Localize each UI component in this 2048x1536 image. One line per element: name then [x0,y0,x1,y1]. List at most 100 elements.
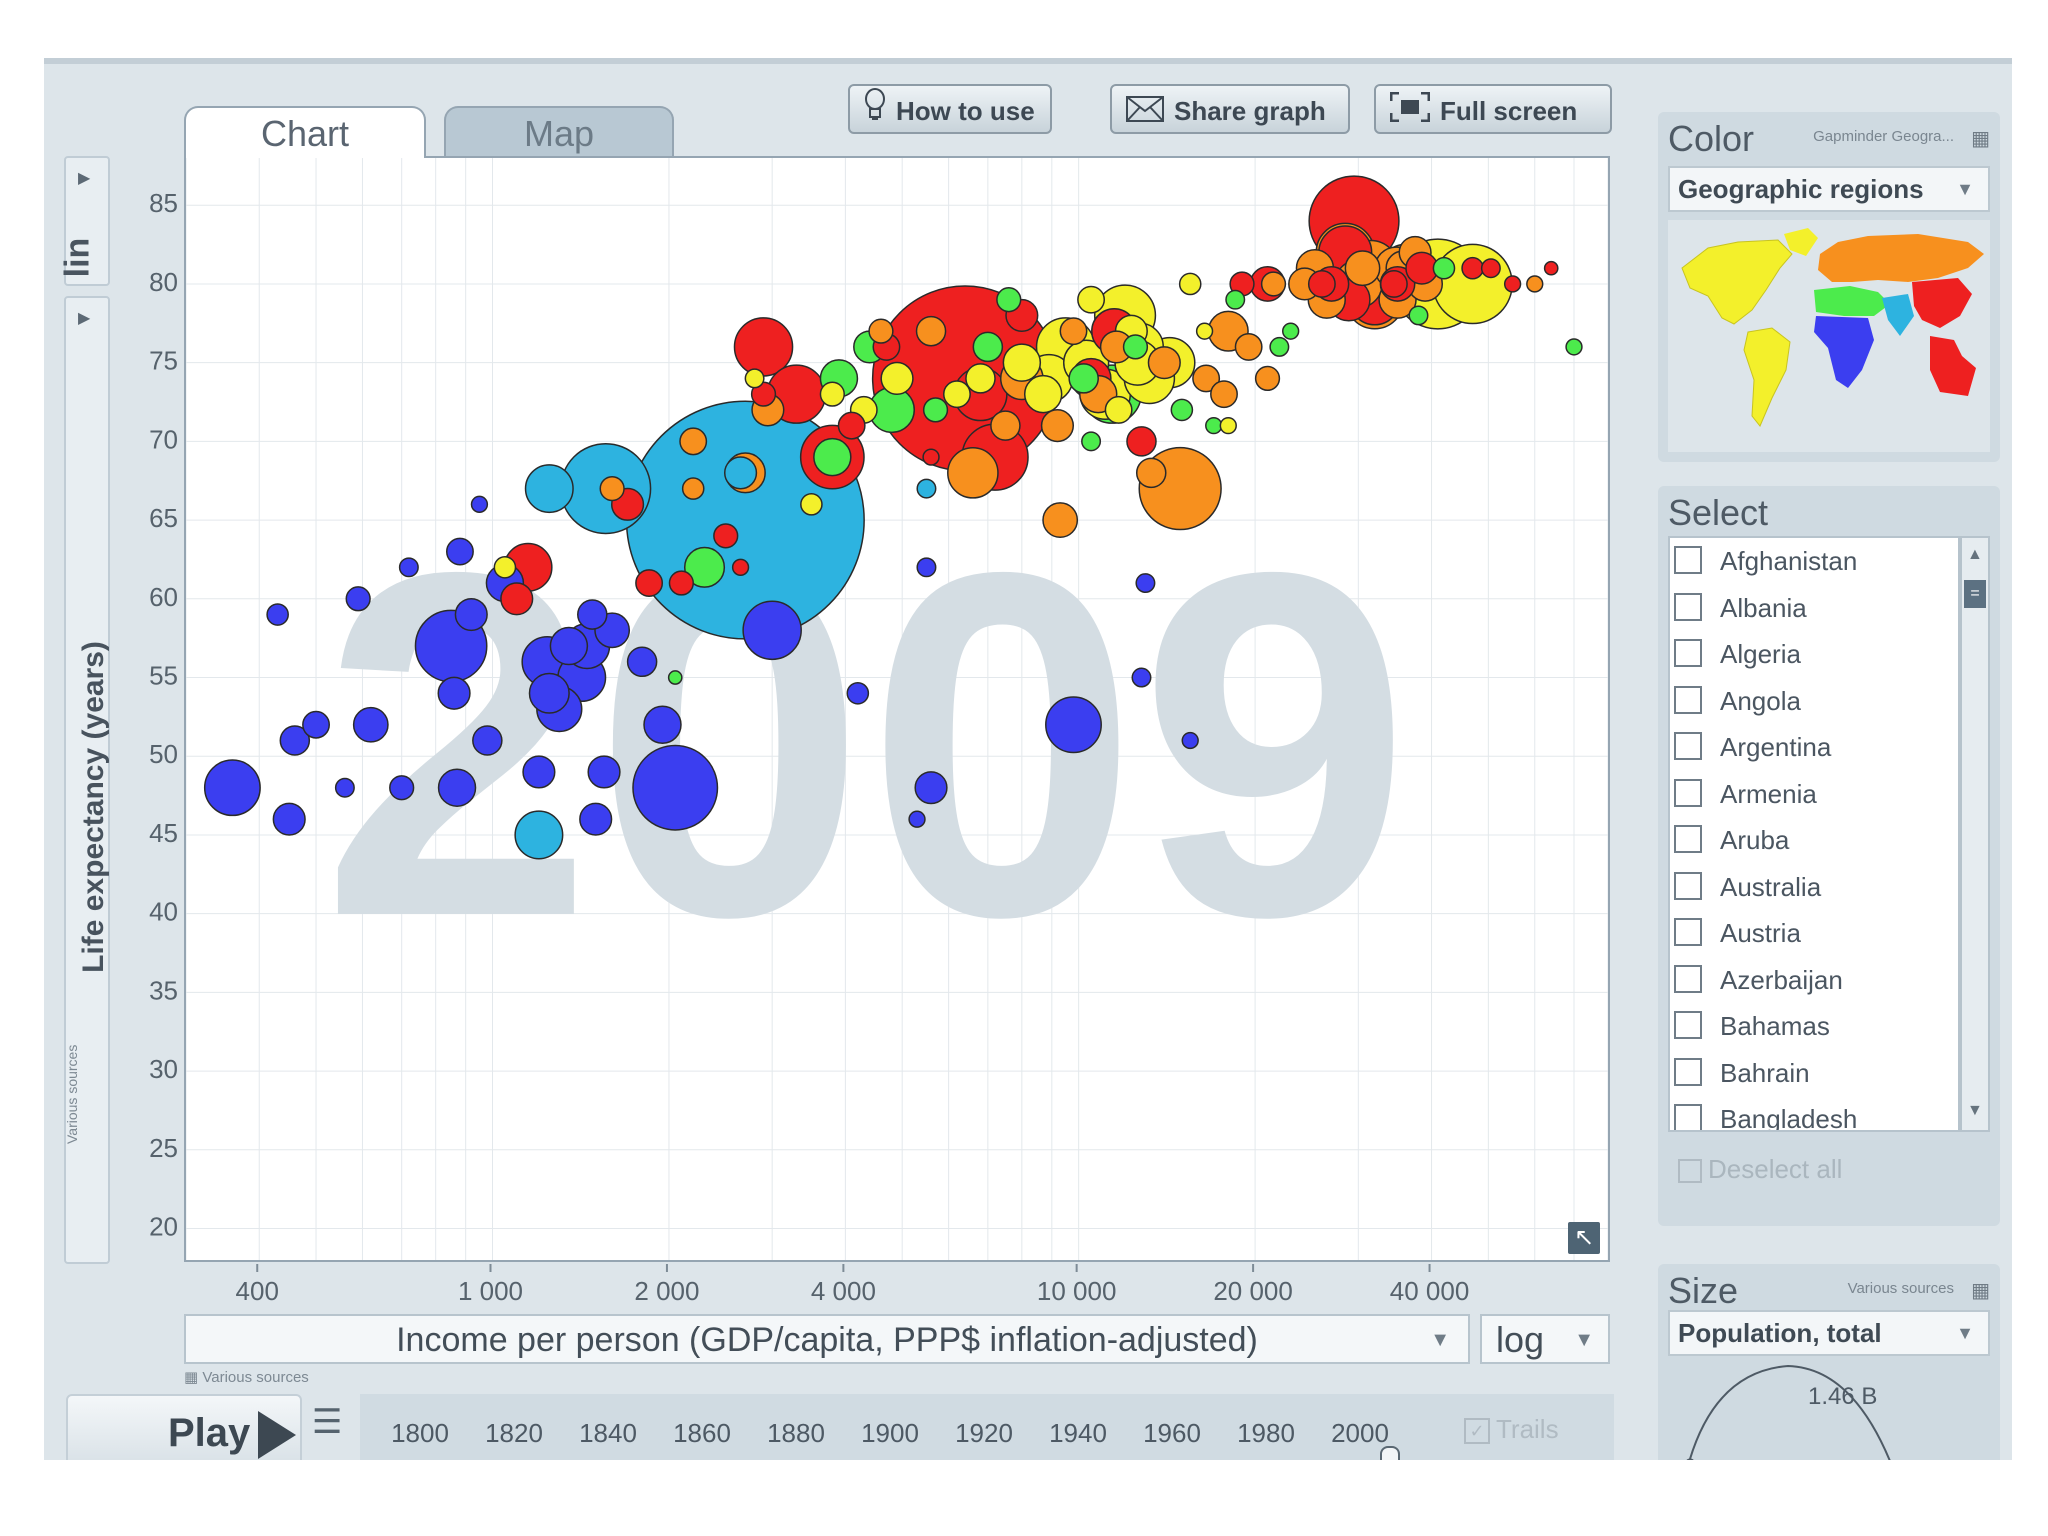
size-gauge[interactable]: 1.46 B 0 [1668,1362,1990,1460]
country-list-scrollbar[interactable]: ▲ = ▼ [1960,536,1990,1132]
x-indicator-select[interactable]: Income per person (GDP/capita, PPP$ infl… [184,1314,1470,1364]
country-bubble[interactable] [916,557,937,578]
country-bubble[interactable] [1480,258,1501,279]
country-bubble[interactable] [632,744,719,831]
country-bubble[interactable] [947,447,999,499]
country-bubble[interactable] [943,380,971,409]
x-scale-select[interactable]: log ▼ [1480,1314,1610,1364]
country-bubble[interactable] [279,725,311,756]
country-bubble[interactable] [1040,409,1075,443]
country-bubble[interactable] [500,582,534,616]
country-item[interactable]: Argentina [1670,724,1958,771]
checkbox-icon[interactable] [1674,685,1702,714]
country-bubble[interactable] [1192,364,1221,393]
tab-chart[interactable]: Chart [184,106,426,158]
country-item[interactable]: Bahrain [1670,1050,1958,1097]
checkbox-icon[interactable] [1674,1011,1702,1039]
country-bubble[interactable] [1104,395,1133,424]
country-bubble[interactable] [470,495,489,514]
country-bubble[interactable] [635,569,664,598]
country-bubble[interactable] [846,681,870,705]
country-bubble[interactable] [667,670,683,685]
country-bubble[interactable] [1077,285,1106,314]
country-bubble[interactable] [916,478,937,499]
country-bubble[interactable] [1195,322,1214,340]
country-bubble[interactable] [1126,426,1157,457]
scroll-down-icon[interactable]: ▼ [1967,1102,1983,1119]
country-bubble[interactable] [389,775,415,801]
checkbox-icon[interactable] [1674,871,1702,900]
how-to-use-button[interactable]: How to use [848,84,1052,134]
country-list[interactable]: Afghanistan Albania Algeria Angola Argentina… [1668,536,1960,1132]
country-bubble[interactable] [922,448,940,466]
country-bubble[interactable] [1260,271,1287,297]
country-bubble[interactable] [398,557,419,578]
color-source[interactable]: Gapminder Geogra... [1813,128,1954,145]
country-bubble[interactable] [819,381,845,407]
country-bubble[interactable] [549,626,589,666]
country-item[interactable]: Bahamas [1670,1003,1958,1050]
country-bubble[interactable] [454,597,488,632]
country-bubble[interactable] [915,315,947,347]
country-bubble[interactable] [744,368,765,389]
country-bubble[interactable] [1408,305,1429,326]
country-bubble[interactable] [272,802,306,836]
country-bubble[interactable] [437,676,471,710]
country-bubble[interactable] [472,725,503,756]
country-bubble[interactable] [1002,343,1042,382]
country-bubble[interactable] [996,287,1022,313]
country-item[interactable]: Afghanistan [1670,538,1958,585]
country-bubble[interactable] [1225,289,1246,310]
checkbox-icon[interactable] [1674,825,1702,853]
timeline-handle[interactable] [1380,1446,1400,1460]
country-bubble[interactable] [1205,416,1223,435]
scroll-up-icon[interactable]: ▲ [1967,546,1983,563]
size-indicator-select[interactable]: Population, total ▼ [1668,1310,1990,1356]
country-item[interactable]: Austria [1670,910,1958,957]
country-bubble[interactable] [668,570,694,596]
checkbox-icon[interactable] [1674,732,1702,760]
country-bubble[interactable] [1135,573,1156,594]
country-bubble[interactable] [1170,398,1194,422]
play-button[interactable]: Play [66,1394,302,1460]
country-bubble[interactable] [524,464,574,514]
expand-chart-button[interactable]: ↖ [1568,1222,1600,1254]
country-bubble[interactable] [908,810,926,828]
country-item[interactable]: Armenia [1670,771,1958,818]
country-bubble[interactable] [1023,374,1063,414]
full-screen-button[interactable]: Full screen [1374,84,1612,134]
country-bubble[interactable] [522,755,556,789]
country-item[interactable]: Azerbaijan [1670,957,1958,1004]
country-bubble[interactable] [1210,380,1238,409]
size-source[interactable]: Various sources [1847,1280,1954,1297]
country-bubble[interactable] [1526,275,1544,293]
country-item[interactable]: Angola [1670,678,1958,725]
y-axis-sources[interactable]: Various sources [64,1044,80,1144]
country-bubble[interactable] [914,771,948,805]
country-bubble[interactable] [1045,696,1102,754]
country-bubble[interactable] [1219,416,1237,435]
country-bubble[interactable] [800,493,823,516]
country-bubble[interactable] [1042,502,1079,538]
country-bubble[interactable] [1254,365,1281,392]
country-bubble[interactable] [345,586,371,612]
country-bubble[interactable] [922,397,949,423]
country-bubble[interactable] [742,600,802,661]
country-bubble[interactable] [1432,243,1513,325]
checkbox-icon[interactable] [1674,1057,1702,1086]
country-bubble[interactable] [813,437,852,477]
country-bubble[interactable] [868,318,894,344]
share-graph-button[interactable]: Share graph [1110,84,1350,134]
country-bubble[interactable] [990,410,1021,441]
country-bubble[interactable] [1379,269,1408,298]
country-bubble[interactable] [972,331,1004,363]
country-bubble[interactable] [1147,346,1181,380]
country-bubble[interactable] [731,558,750,576]
color-indicator-select[interactable]: Geographic regions ▼ [1668,166,1990,212]
country-bubble[interactable] [302,710,330,739]
country-bubble[interactable] [837,411,866,440]
country-bubble[interactable] [626,646,658,678]
country-bubble[interactable] [266,603,289,626]
checkbox-icon[interactable] [1674,639,1702,667]
scroll-thumb[interactable]: = [1964,580,1986,608]
